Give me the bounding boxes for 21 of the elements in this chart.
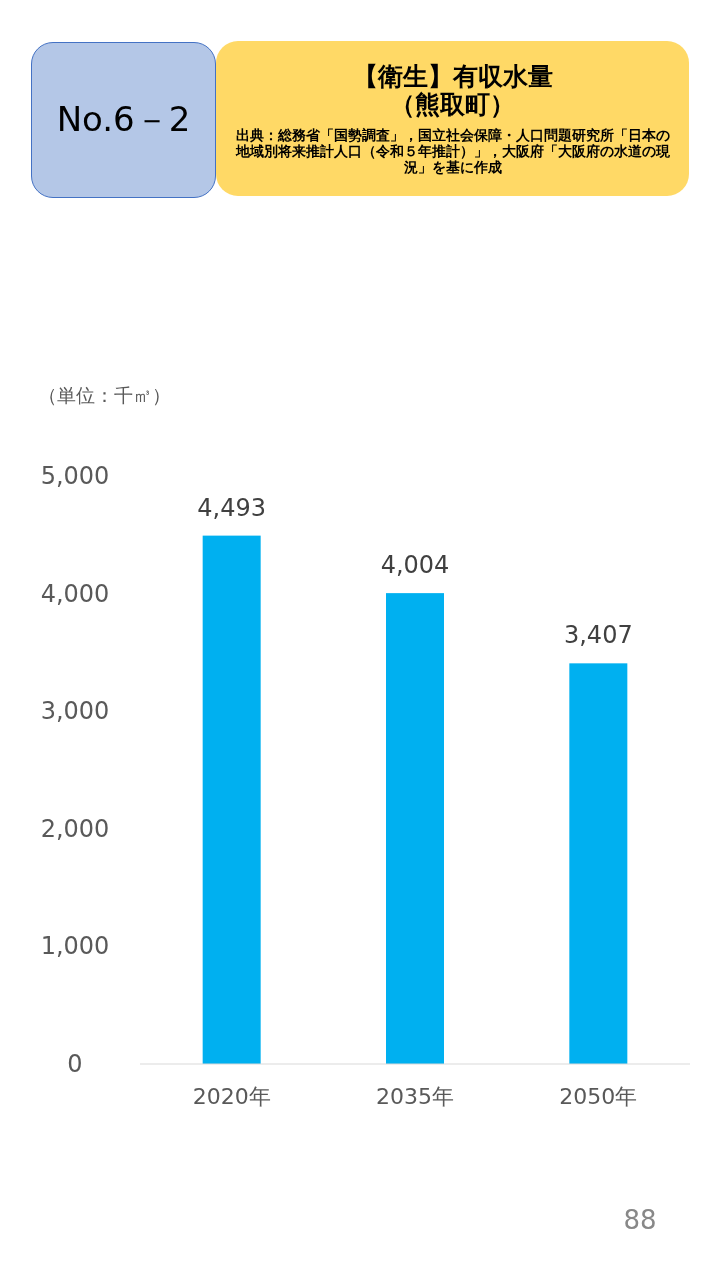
chart-title: 【衛生】有収水量 <box>352 61 553 91</box>
x-tick-label: 2050年 <box>559 1083 638 1109</box>
x-tick-label: 2035年 <box>376 1083 454 1109</box>
x-tick-label: 2020年 <box>192 1083 271 1109</box>
bar <box>386 593 444 1064</box>
bar <box>202 535 261 1064</box>
text: 88 <box>622 1205 658 1235</box>
text: No.6－2 <box>31 42 216 198</box>
y-tick-label: 5,000 <box>40 462 110 490</box>
source-note: 出典：総務省「国勢調査」，国立社会保障・人口問題研究所「日本の地域別将来推計人口（令和５年推計）」，大阪府「大阪府の水道の現況」を基に作成 <box>234 126 671 175</box>
y-tick-label: 3,000 <box>40 697 110 726</box>
y-tick-label: 1,000 <box>40 932 110 961</box>
data-label: 4,493 <box>197 493 267 522</box>
y-axis-title: （単位：千㎥） <box>38 383 171 408</box>
chart-subtitle: （熊取町） <box>390 89 515 119</box>
y-tick-label: 0 <box>67 1050 83 1078</box>
bar <box>569 663 628 1064</box>
y-tick-label: 2,000 <box>40 814 110 843</box>
data-label: 4,004 <box>380 551 450 580</box>
data-label: 3,407 <box>563 621 633 650</box>
y-tick-label: 4,000 <box>40 579 110 608</box>
